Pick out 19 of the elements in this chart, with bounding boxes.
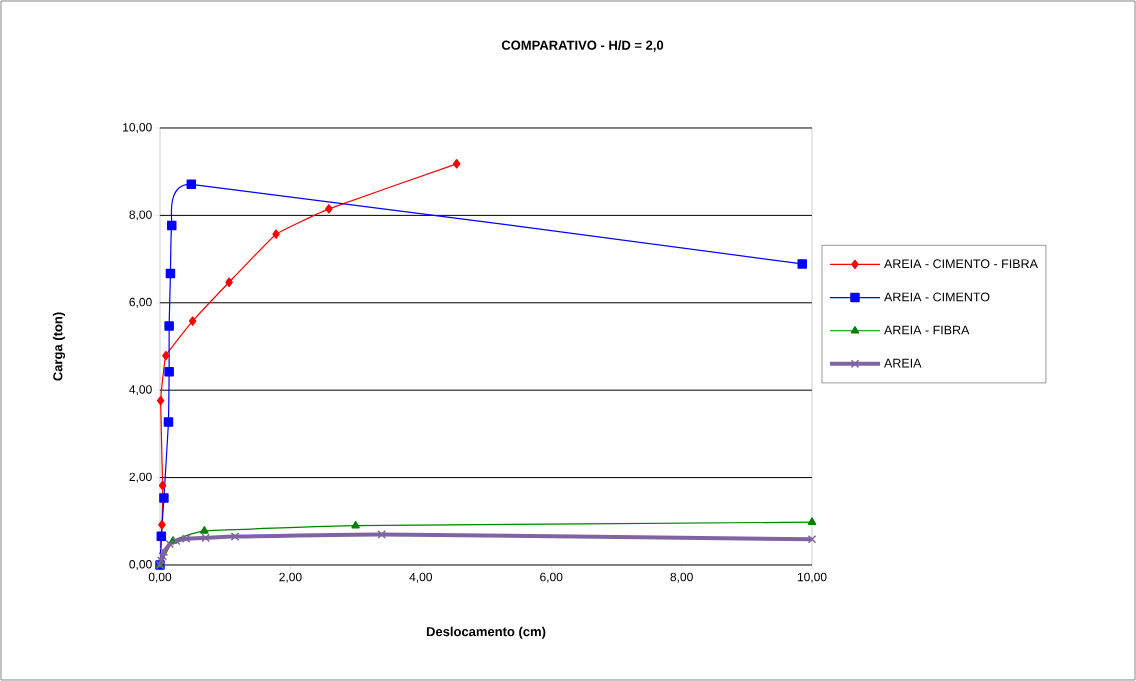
x-tick-label: 4,00 (409, 572, 433, 583)
chart-title: COMPARATIVO - H/D = 2,0 (501, 40, 664, 52)
legend-label: AREIA - CIMENTO - FIBRA (884, 259, 1038, 269)
y-tick-label: 8,00 (129, 210, 152, 221)
y-tick-label: 6,00 (129, 297, 152, 308)
x-tick-label: 0,00 (148, 572, 172, 583)
x-tick-label: 6,00 (540, 572, 563, 583)
legend-label: AREIA - FIBRA (884, 325, 970, 335)
legend-label: AREIA (884, 358, 922, 368)
x-tick-label: 8,00 (670, 572, 693, 583)
x-tick-label: 2,00 (279, 572, 302, 583)
y-tick-label: 0,00 (129, 560, 152, 570)
y-axis-title: Carga (ton) (52, 312, 66, 381)
x-tick-label: 10,00 (797, 572, 827, 583)
y-tick-label: 4,00 (129, 385, 152, 396)
x-axis-title: Deslocamento (cm) (426, 626, 546, 639)
y-tick-label: 2,00 (129, 472, 152, 483)
legend-label: AREIA - CIMENTO (884, 292, 990, 302)
y-tick-label: 10,00 (123, 123, 152, 133)
